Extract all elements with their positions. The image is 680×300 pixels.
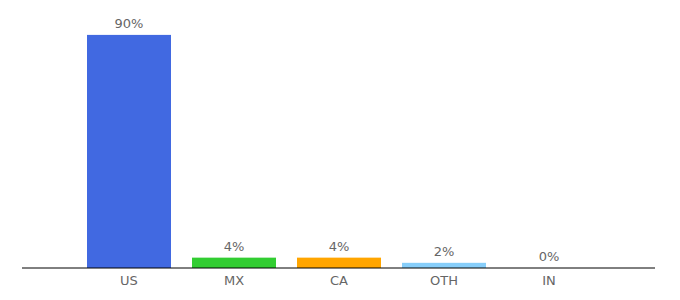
data-label: 4% (224, 239, 245, 254)
x-tick-label: IN (542, 273, 556, 288)
x-tick-label: US (120, 273, 138, 288)
chart: 90% US 4% MX 4% CA 2% OTH 0% IN (0, 0, 680, 300)
data-label: 4% (329, 239, 350, 254)
bars (87, 35, 486, 268)
x-axis-line (22, 268, 655, 269)
bar (402, 263, 486, 268)
bar (87, 35, 171, 268)
data-label: 0% (539, 249, 560, 264)
data-label: 90% (115, 16, 144, 31)
bar (192, 258, 276, 268)
x-tick-label: OTH (430, 273, 458, 288)
data-label: 2% (434, 244, 455, 259)
x-tick-label: MX (224, 273, 244, 288)
bar (297, 258, 381, 268)
x-tick-label: CA (330, 273, 348, 288)
